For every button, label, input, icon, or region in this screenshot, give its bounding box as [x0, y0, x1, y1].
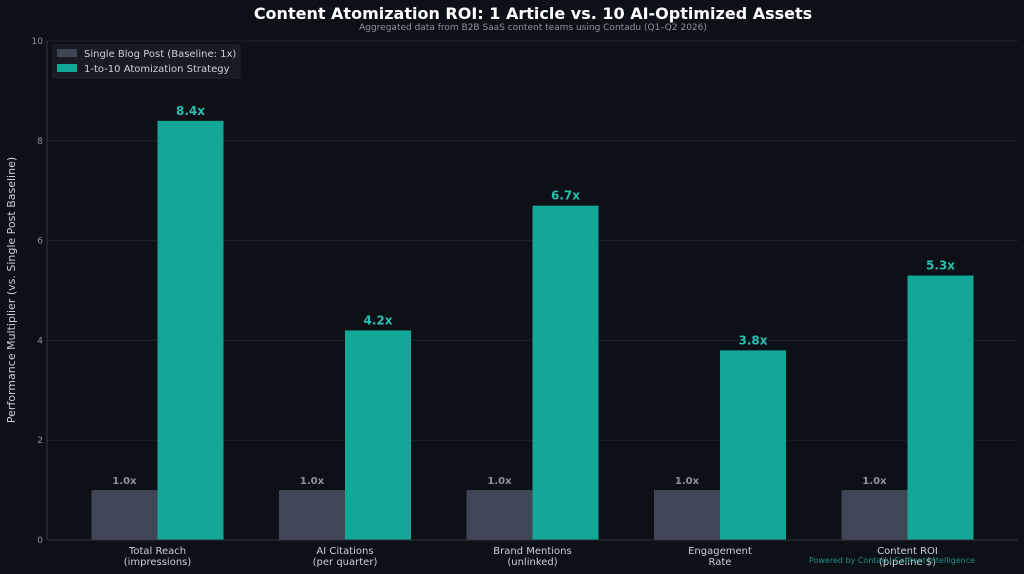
y-tick-label: 10 [32, 37, 44, 47]
bar-atomization [720, 350, 786, 540]
x-tick-label: Content ROI [877, 546, 938, 557]
x-tick-label: (per quarter) [313, 557, 378, 568]
legend-box [52, 44, 241, 79]
x-tick-label: (pipeline $) [879, 557, 936, 568]
bar-value-label: 1.0x [300, 476, 325, 487]
bar-baseline [654, 490, 720, 540]
x-tick-label: Total Reach [128, 546, 186, 557]
x-tick-label: (impressions) [124, 557, 192, 568]
y-tick-label: 8 [37, 137, 43, 147]
bar-value-label: 6.7x [551, 189, 580, 203]
legend-label: Single Blog Post (Baseline: 1x) [84, 49, 236, 60]
legend-swatch [57, 64, 77, 72]
footer-credit: Powered by Contadu Content Intelligence [809, 556, 975, 565]
bar-atomization [345, 330, 411, 540]
x-tick-label: Engagement [688, 546, 752, 557]
bar-atomization [157, 120, 224, 540]
bar-value-label: 5.3x [926, 259, 955, 273]
bar-baseline [466, 490, 533, 540]
bar-baseline [279, 490, 345, 540]
axes: 0 2 4 6 8 10 Total Reach(impressions) AI Citati… [32, 37, 1018, 568]
bar-baseline [91, 490, 158, 540]
legend: Single Blog Post (Baseline: 1x) 1-to-10 A… [52, 44, 241, 79]
legend-label: 1-to-10 Atomization Strategy [84, 64, 230, 75]
legend-swatch [57, 49, 77, 57]
chart-title: Content Atomization ROI: 1 Article vs. 1… [254, 4, 812, 23]
bar-atomization [907, 275, 974, 540]
bar-value-label: 1.0x [487, 476, 512, 487]
y-axis-label: Performance Multiplier (vs. Single Post … [5, 157, 18, 423]
x-tick-label: (unlinked) [507, 557, 557, 568]
bar-baseline [841, 490, 908, 540]
bar-value-label: 1.0x [862, 476, 887, 487]
x-tick-label: Rate [709, 557, 732, 568]
bar-value-label: 4.2x [364, 313, 393, 327]
x-tick-label: AI Citations [316, 546, 373, 557]
bar-value-label: 1.0x [112, 476, 137, 487]
y-tick-label: 4 [37, 336, 43, 346]
bar-value-label: 8.4x [176, 104, 205, 118]
bar-atomization [532, 205, 599, 541]
bar-value-label: 1.0x [675, 476, 700, 487]
y-tick-label: 6 [37, 237, 43, 247]
y-tick-label: 2 [37, 436, 43, 446]
bar-value-label: 3.8x [739, 333, 768, 347]
chart-subtitle: Aggregated data from B2B SaaS content te… [359, 23, 707, 33]
bars: 1.0x 8.4x 1.0x 4.2x 1.0x 6.7x 1.0x 3.8x 1.0x 5.3x [91, 104, 974, 541]
y-tick-label: 0 [37, 536, 43, 546]
x-tick-label: Brand Mentions [493, 546, 571, 557]
